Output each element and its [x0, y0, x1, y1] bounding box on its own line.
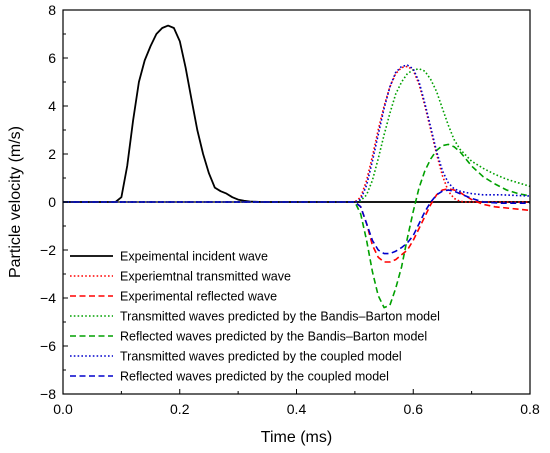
y-tick-label: 0: [48, 194, 56, 210]
series-line-5: [63, 143, 531, 309]
y-tick-label: −6: [40, 338, 56, 354]
ticks-layer: 0.0 0.2 0.4 0.6 0.8 −8 −6 −4 −2 0 2 4 6 8: [40, 2, 540, 417]
y-tick-label: −2: [40, 242, 56, 258]
legend-label-5: Reflected waves predicted by the Bandis–…: [120, 330, 427, 344]
legend-label-3: Experimental reflected wave: [120, 290, 277, 304]
y-tick-label: 2: [48, 146, 56, 162]
series-line-3: [63, 188, 531, 263]
x-tick-label: 0.6: [404, 401, 424, 417]
series-line-7: [63, 189, 530, 255]
series-line-4: [63, 68, 531, 203]
x-tick-label: 0.2: [170, 401, 190, 417]
series-line-2: [63, 65, 530, 203]
y-axis-label: Particle velocity (m/s): [7, 126, 24, 278]
y-tick-label: −8: [40, 386, 56, 402]
series-line-1: [63, 24, 530, 203]
y-tick-label: 4: [48, 98, 56, 114]
y-tick-label: −4: [40, 290, 56, 306]
x-tick-label: 0.0: [53, 401, 73, 417]
legend-label-2: Experiemtnal transmitted wave: [120, 270, 291, 284]
x-tick-label: 0.4: [287, 401, 307, 417]
series-line-6: [63, 64, 531, 203]
legend-label-7: Reflected waves predicted by the coupled…: [120, 370, 389, 384]
x-tick-label: 0.8: [520, 401, 540, 417]
legend: Expeimental incident wave Experiemtnal tr…: [70, 250, 440, 384]
y-tick-label: 6: [48, 50, 56, 66]
x-axis-label: Time (ms): [261, 429, 332, 446]
legend-label-4: Transmitted waves predicted by the Bandi…: [120, 310, 440, 324]
series-layer: [63, 24, 531, 309]
y-tick-label: 8: [48, 2, 56, 18]
legend-label-1: Expeimental incident wave: [120, 250, 268, 264]
legend-label-6: Transmitted waves predicted by the coupl…: [120, 350, 402, 364]
